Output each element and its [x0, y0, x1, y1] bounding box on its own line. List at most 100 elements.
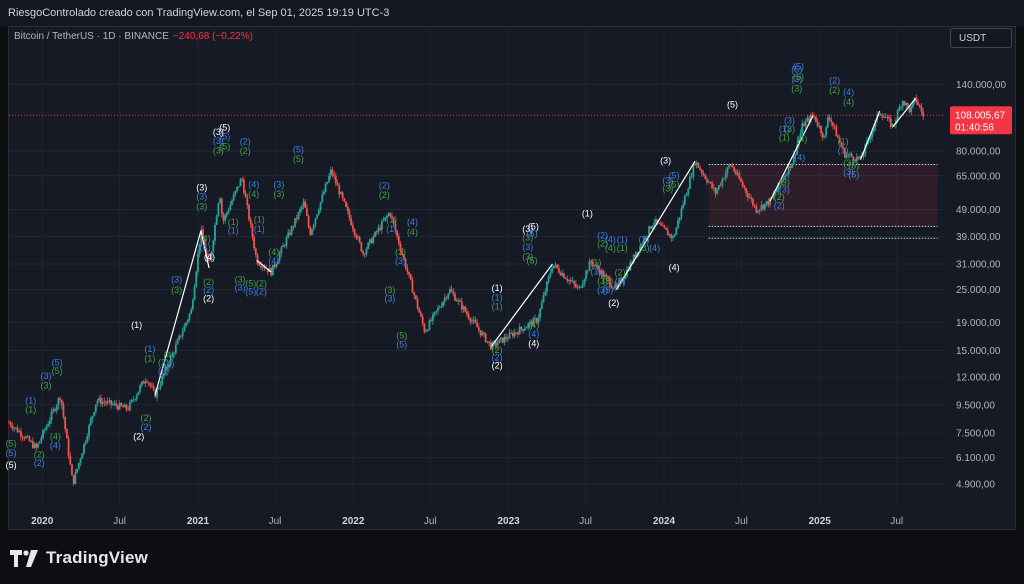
candle-body: [20, 431, 22, 437]
wave-label: (3): [213, 127, 224, 137]
candle-body: [506, 338, 509, 340]
candle-body: [265, 268, 267, 270]
candle-body: [755, 205, 758, 213]
wave-label: (4): [528, 339, 539, 349]
candle-body: [317, 210, 320, 215]
candle-body: [350, 217, 353, 226]
candle-body: [420, 312, 422, 317]
candle-body: [888, 117, 891, 119]
wave-label: (5): [848, 161, 859, 171]
candle-body: [408, 271, 410, 275]
candle-body: [130, 399, 133, 403]
candle-body: [161, 376, 164, 385]
wave-label: (4): [268, 247, 279, 257]
wave-label: (3): [196, 182, 207, 192]
wave-label: (1): [617, 243, 628, 253]
candle-body: [780, 180, 783, 183]
candle-body: [98, 397, 101, 401]
wave-label: (5): [219, 142, 230, 152]
wave-label: (4): [605, 234, 616, 244]
range-box-fill: [708, 164, 938, 227]
candle-body: [918, 104, 921, 107]
chart-frame[interactable]: [8, 26, 1016, 530]
candle-body: [113, 403, 116, 405]
wave-label: (1): [386, 224, 397, 234]
candle-body: [127, 409, 130, 410]
wave-label: (2): [158, 366, 169, 376]
candle-body: [910, 106, 913, 113]
wave-label: (4): [669, 262, 680, 272]
candle-body: [707, 182, 710, 183]
candle-body: [94, 404, 97, 413]
candle-body: [823, 135, 826, 138]
candle-body: [334, 176, 337, 184]
wave-label: (5): [602, 285, 613, 295]
wave-label: (2): [492, 360, 503, 370]
candle-body: [641, 243, 644, 246]
candle-body: [428, 320, 431, 330]
candle-body: [631, 261, 633, 263]
wave-line: [615, 160, 696, 290]
wave-label: (2): [608, 298, 619, 308]
candle-body: [183, 325, 186, 332]
x-tick-label: Jul: [579, 516, 592, 527]
wave-label: (2): [597, 239, 608, 249]
wave-label: (3): [196, 192, 207, 202]
candle-body: [21, 436, 24, 438]
tradingview-logo[interactable]: TradingView: [10, 548, 148, 568]
candle-body: [912, 101, 914, 107]
candle-body: [476, 322, 479, 328]
candle-body: [672, 236, 674, 238]
candle-body: [236, 186, 239, 191]
symbol-legend[interactable]: Bitcoin / TetherUS · 1D · BINANCE −240,68…: [14, 31, 253, 42]
candle-body: [443, 297, 446, 302]
candle-body: [760, 204, 763, 210]
wave-label: (3): [662, 175, 673, 185]
candle-body: [614, 284, 616, 289]
candle-body: [377, 227, 380, 233]
candle-body: [447, 293, 450, 299]
price-axis: 140.000,00 80.000,00 65.000,00 49.000,00 39.…: [956, 80, 1006, 490]
candle-body: [219, 198, 221, 204]
candle-body: [801, 123, 804, 133]
candle-body: [217, 203, 220, 216]
candle-body: [765, 201, 768, 204]
candle-body: [494, 341, 497, 346]
candle-body: [28, 436, 31, 442]
candle-body: [118, 403, 121, 410]
y-tick-label: 39.000,00: [956, 232, 1001, 243]
candle-body: [654, 219, 657, 223]
candle-body: [828, 117, 831, 120]
candle-body: [685, 194, 688, 197]
candle-body: [745, 188, 748, 194]
currency-button[interactable]: USDT: [950, 28, 1012, 48]
candle-body: [488, 341, 490, 343]
candle-body: [906, 102, 909, 107]
candle-body: [176, 339, 179, 345]
candle-body: [510, 332, 513, 334]
candle-body: [794, 153, 797, 155]
candle-body: [294, 218, 296, 227]
candle-body: [862, 153, 865, 157]
wave-label: (5): [245, 287, 256, 297]
wave-label: (5): [6, 448, 17, 458]
candle-body: [431, 314, 434, 321]
candle-body: [513, 332, 516, 337]
wave-label: (2): [379, 190, 390, 200]
x-tick-label: Jul: [890, 516, 903, 527]
tradingview-icon: [10, 549, 38, 567]
candle-body: [403, 254, 405, 260]
candle-body: [900, 106, 902, 108]
candle-body: [437, 307, 439, 311]
candle-body: [84, 441, 87, 445]
candle-body: [530, 321, 533, 326]
candle-body: [746, 193, 749, 198]
candle-body: [292, 226, 295, 228]
candle-body: [326, 181, 329, 184]
candle-body: [786, 174, 788, 176]
candle-body: [845, 154, 848, 158]
candle-body: [634, 254, 637, 258]
candle-body: [266, 268, 269, 272]
candle-body: [833, 125, 836, 127]
